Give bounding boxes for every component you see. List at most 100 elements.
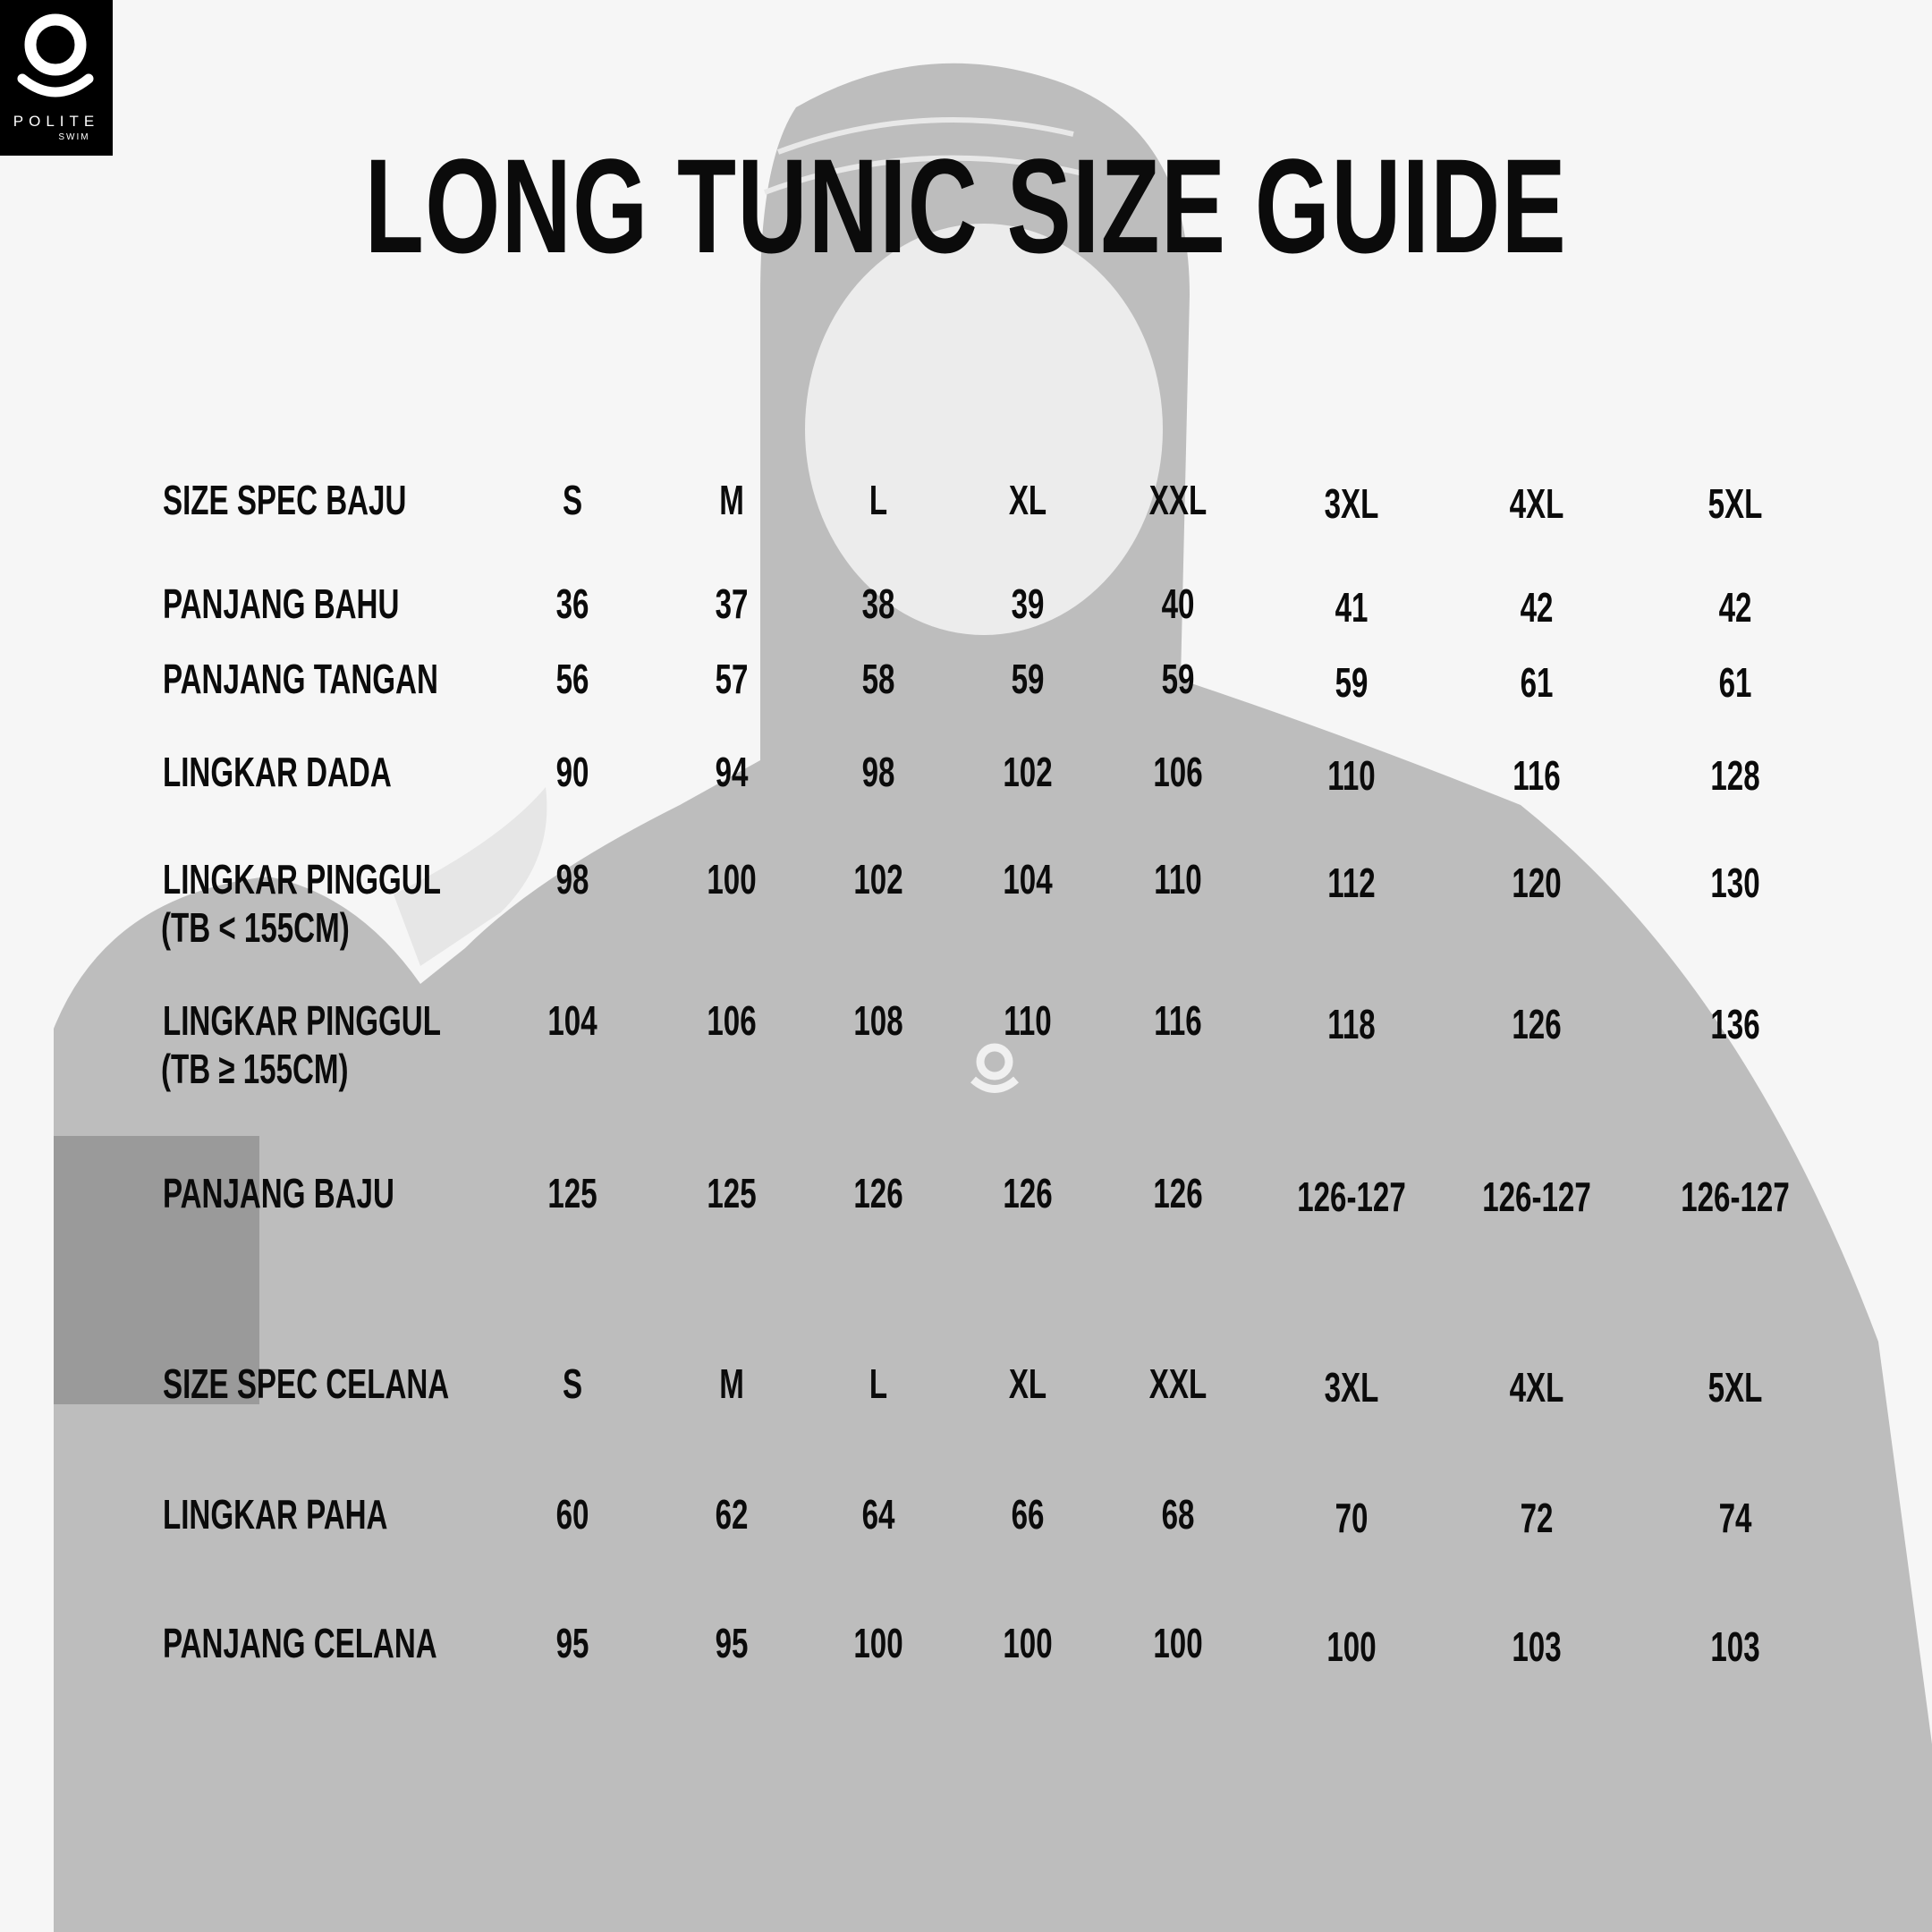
polite-swim-logo: POLITE SWIM xyxy=(0,0,113,156)
table-cell: 61 xyxy=(1520,659,1554,706)
size-header-3xl: 3XL xyxy=(1324,1364,1379,1411)
table-cell: 125 xyxy=(707,1170,757,1216)
table-cell: 36 xyxy=(555,580,589,627)
table-cell: 103 xyxy=(1710,1623,1760,1670)
table-cell: 106 xyxy=(1153,749,1203,795)
table-cell: 61 xyxy=(1718,659,1752,706)
table-cell: 126-127 xyxy=(1681,1174,1790,1220)
table-cell: 90 xyxy=(555,749,589,795)
table-cell: 102 xyxy=(1003,749,1053,795)
size-header-m: M xyxy=(719,477,744,523)
row-label: PANJANG BAJU xyxy=(163,1170,394,1216)
table-cell: 128 xyxy=(1710,752,1760,799)
table-cell: 42 xyxy=(1718,584,1752,631)
baju-header: SIZE SPEC BAJU xyxy=(163,477,407,523)
table-cell: 59 xyxy=(1011,656,1045,702)
table-cell: 118 xyxy=(1327,1001,1376,1047)
row-sublabel: (TB < 155CM) xyxy=(161,904,350,951)
size-header-xl: XL xyxy=(1008,1360,1047,1407)
table-cell: 64 xyxy=(861,1491,895,1538)
table-cell: 59 xyxy=(1335,659,1368,706)
table-cell: 98 xyxy=(861,749,895,795)
table-cell: 126 xyxy=(1512,1001,1562,1047)
sleeve-pattern xyxy=(54,1136,259,1404)
page-title: LONG TUNIC SIZE GUIDE xyxy=(364,131,1568,281)
table-cell: 42 xyxy=(1520,584,1554,631)
table-cell: 98 xyxy=(555,856,589,902)
brand-sub: SWIM xyxy=(58,132,90,142)
table-cell: 126 xyxy=(1153,1170,1203,1216)
table-cell: 102 xyxy=(853,856,903,902)
table-cell: 94 xyxy=(715,749,749,795)
table-cell: 116 xyxy=(1154,997,1202,1044)
table-cell: 126 xyxy=(1003,1170,1053,1216)
table-cell: 103 xyxy=(1512,1623,1562,1670)
table-cell: 72 xyxy=(1520,1495,1554,1541)
table-cell: 74 xyxy=(1718,1495,1752,1541)
table-cell: 59 xyxy=(1161,656,1195,702)
table-cell: 125 xyxy=(547,1170,597,1216)
table-cell: 126-127 xyxy=(1297,1174,1406,1220)
table-cell: 130 xyxy=(1710,860,1760,906)
cap-stripes xyxy=(763,117,1088,195)
size-header-5xl: 5XL xyxy=(1707,1364,1763,1411)
hand xyxy=(394,787,547,966)
table-cell: 126 xyxy=(853,1170,903,1216)
logo-mark-icon xyxy=(17,13,94,97)
table-cell: 60 xyxy=(555,1491,589,1538)
table-cell: 112 xyxy=(1327,860,1376,906)
size-header-l: L xyxy=(869,1360,888,1407)
table-cell: 126-127 xyxy=(1482,1174,1591,1220)
chest-logo-icon xyxy=(970,1043,1019,1093)
table-cell: 95 xyxy=(715,1620,749,1666)
size-header-4xl: 4XL xyxy=(1509,480,1564,527)
row-label: PANJANG BAHU xyxy=(163,580,400,627)
table-cell: 116 xyxy=(1513,752,1561,799)
table-cell: 106 xyxy=(707,997,757,1044)
table-cell: 39 xyxy=(1011,580,1045,627)
table-cell: 100 xyxy=(1326,1623,1377,1670)
table-cell: 136 xyxy=(1710,1001,1760,1047)
table-cell: 100 xyxy=(707,856,757,902)
row-label: LINGKAR PAHA xyxy=(163,1491,388,1538)
size-header-4xl: 4XL xyxy=(1509,1364,1564,1411)
table-cell: 100 xyxy=(853,1620,903,1666)
table-cell: 37 xyxy=(715,580,749,627)
row-label: PANJANG CELANA xyxy=(163,1620,437,1666)
size-header-xl: XL xyxy=(1008,477,1047,523)
row-label: LINGKAR PINGGUL xyxy=(163,856,441,902)
row-label: PANJANG TANGAN xyxy=(163,656,438,702)
row-label: LINGKAR PINGGUL xyxy=(163,997,441,1044)
size-header-m: M xyxy=(719,1360,744,1407)
table-cell: 70 xyxy=(1335,1495,1368,1541)
table-cell: 95 xyxy=(555,1620,589,1666)
table-cell: 58 xyxy=(861,656,895,702)
size-header-xxl: XXL xyxy=(1148,1360,1208,1407)
table-cell: 104 xyxy=(547,997,597,1044)
face xyxy=(805,224,1163,635)
brand-name: POLITE xyxy=(13,113,100,130)
table-cell: 66 xyxy=(1011,1491,1045,1538)
size-header-3xl: 3XL xyxy=(1324,480,1379,527)
table-cell: 100 xyxy=(1153,1620,1203,1666)
garment-silhouette xyxy=(54,63,1932,1932)
table-cell: 57 xyxy=(715,656,749,702)
row-label: LINGKAR DADA xyxy=(163,749,392,795)
table-cell: 38 xyxy=(861,580,895,627)
table-cell: 120 xyxy=(1512,860,1562,906)
table-cell: 110 xyxy=(1004,997,1052,1044)
size-header-5xl: 5XL xyxy=(1707,480,1763,527)
size-header-s: S xyxy=(562,1360,583,1407)
table-cell: 100 xyxy=(1003,1620,1053,1666)
row-sublabel: (TB ≥ 155CM) xyxy=(161,1046,349,1092)
table-cell: 104 xyxy=(1003,856,1053,902)
table-cell: 108 xyxy=(853,997,903,1044)
table-cell: 68 xyxy=(1161,1491,1195,1538)
table-cell: 56 xyxy=(555,656,589,702)
table-cell: 41 xyxy=(1335,584,1368,631)
table-cell: 110 xyxy=(1154,856,1202,902)
size-header-l: L xyxy=(869,477,888,523)
size-header-s: S xyxy=(562,477,583,523)
celana-header: SIZE SPEC CELANA xyxy=(163,1360,450,1407)
